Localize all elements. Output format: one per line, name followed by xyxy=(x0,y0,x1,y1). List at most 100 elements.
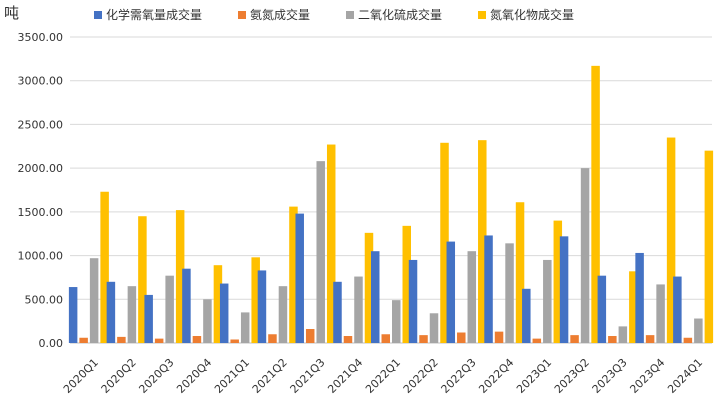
bar-3 xyxy=(138,216,147,343)
bar-2 xyxy=(203,299,212,343)
legend-item: 氨氮成交量 xyxy=(238,6,310,23)
x-tick-label: 2020Q1 xyxy=(61,356,101,396)
bar-1 xyxy=(305,329,315,343)
x-tick-label: 2020Q3 xyxy=(136,356,176,396)
y-tick-label: 1000.00 xyxy=(18,250,64,263)
bar-2 xyxy=(165,275,174,343)
legend-label: 化学需氧量成交量 xyxy=(106,8,203,22)
x-tick-label: 2023Q3 xyxy=(590,356,630,396)
bar-1 xyxy=(570,335,579,343)
bar-3 xyxy=(251,257,260,343)
legend-label: 二氧化硫成交量 xyxy=(358,8,443,22)
bar-2 xyxy=(240,312,250,343)
legend-label: 氨氮成交量 xyxy=(250,8,311,22)
y-tick-label: 3500.00 xyxy=(18,31,64,44)
legend-swatch xyxy=(94,10,102,19)
bar-0 xyxy=(295,213,304,343)
bar-3 xyxy=(175,210,185,343)
bar-2 xyxy=(543,259,552,343)
y-tick-label: 2000.00 xyxy=(18,162,64,175)
x-tick-label: 2021Q3 xyxy=(288,356,328,396)
bar-0 xyxy=(106,281,116,343)
legend-label: 氮氧化物成交量 xyxy=(490,8,575,22)
bar-1 xyxy=(154,338,164,343)
bar-3 xyxy=(364,232,374,343)
x-tick-label: 2021Q2 xyxy=(250,356,290,396)
bar-3 xyxy=(704,150,714,343)
bar-0 xyxy=(219,283,229,343)
bar-0 xyxy=(635,252,644,343)
bar-3 xyxy=(440,142,449,343)
bar-0 xyxy=(673,276,682,343)
bar-1 xyxy=(79,337,88,343)
legend-swatch xyxy=(238,10,247,19)
y-axis-unit-label: 吨 xyxy=(4,4,20,22)
bar-3 xyxy=(515,202,525,343)
bar-1 xyxy=(192,336,202,343)
bar-1 xyxy=(494,331,504,343)
bar-2 xyxy=(656,284,665,343)
bar-3 xyxy=(402,225,411,343)
bar-3 xyxy=(213,265,223,343)
bar-2 xyxy=(467,251,477,343)
bar-0 xyxy=(484,235,493,343)
legend-item: 氮氧化物成交量 xyxy=(478,6,574,23)
bar-1 xyxy=(457,332,466,343)
bar-1 xyxy=(268,334,277,343)
x-tick-label: 2022Q2 xyxy=(401,356,441,396)
x-tick-label: 2020Q2 xyxy=(99,356,139,396)
x-tick-label: 2024Q1 xyxy=(665,356,705,396)
bar-1 xyxy=(419,335,428,343)
x-tick-label: 2023Q4 xyxy=(627,356,667,396)
bar-2 xyxy=(580,168,590,343)
y-tick-label: 0.00 xyxy=(39,337,64,350)
x-tick-label: 2021Q1 xyxy=(212,356,252,396)
y-tick-label: 500.00 xyxy=(25,293,64,306)
bar-2 xyxy=(618,326,628,343)
bar-3 xyxy=(478,140,487,343)
bar-3 xyxy=(326,144,336,343)
bar-2 xyxy=(392,300,401,343)
bar-0 xyxy=(408,259,418,343)
legend-item: 化学需氧量成交量 xyxy=(94,6,202,23)
legend-item: 二氧化硫成交量 xyxy=(346,6,442,23)
bar-2 xyxy=(694,318,703,343)
bar-1 xyxy=(381,334,390,343)
bar-0 xyxy=(333,281,342,343)
x-tick-label: 2023Q1 xyxy=(514,356,554,396)
bar-2 xyxy=(505,243,514,343)
bar-0 xyxy=(446,241,456,343)
y-tick-label: 2500.00 xyxy=(18,118,64,131)
bar-0 xyxy=(182,268,191,343)
x-tick-label: 2020Q4 xyxy=(174,356,214,396)
bar-3 xyxy=(100,191,109,343)
bar-2 xyxy=(354,276,363,343)
bar-0 xyxy=(371,251,380,343)
x-tick-label: 2022Q1 xyxy=(363,356,403,396)
y-tick-label: 3000.00 xyxy=(18,75,64,88)
chart-legend: 化学需氧量成交量 氨氮成交量 二氧化硫成交量 氮氧化物成交量 xyxy=(94,6,610,23)
bar-3 xyxy=(666,137,676,343)
bar-2 xyxy=(429,313,439,343)
bar-1 xyxy=(230,339,239,343)
bar-0 xyxy=(597,275,607,343)
legend-swatch xyxy=(346,10,355,19)
bar-2 xyxy=(316,161,325,343)
bar-1 xyxy=(343,336,353,343)
bar-1 xyxy=(117,336,126,343)
x-tick-label: 2023Q2 xyxy=(552,356,592,396)
bar-1 xyxy=(608,336,617,343)
bar-1 xyxy=(532,338,542,343)
y-tick-label: 1500.00 xyxy=(18,206,64,219)
bar-1 xyxy=(645,335,655,343)
bar-2 xyxy=(127,286,137,343)
bar-0 xyxy=(522,288,531,343)
bar-3 xyxy=(629,271,638,343)
bar-0 xyxy=(559,236,569,343)
bar-0 xyxy=(144,294,153,343)
bar-0 xyxy=(68,287,78,343)
x-tick-label: 2022Q4 xyxy=(476,356,516,396)
bar-3 xyxy=(553,220,563,343)
